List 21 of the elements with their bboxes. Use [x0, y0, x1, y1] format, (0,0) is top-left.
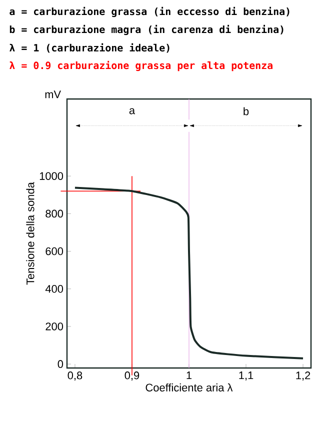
y-tick-label: 0	[58, 360, 64, 368]
x-tick-label: 1,1	[239, 372, 254, 380]
line-series	[74, 186, 304, 360]
x-tick-label: 0,9	[124, 372, 140, 381]
x-axis-title: Coefficiente aria λ	[146, 383, 233, 392]
x-tick-label: 0,8	[68, 372, 82, 381]
text: mV	[45, 90, 61, 98]
x-tick-label: 1	[186, 372, 192, 380]
band-label: a	[129, 108, 136, 114]
ref-line-label: λ = 0.9 carburazione grassa per alta potenza	[10, 60, 272, 72]
text: a = carburazione grassa (in eccesso di benzina)	[10, 6, 290, 18]
y-tick-label: 400	[45, 284, 64, 293]
x-tick-label: 1,2	[296, 372, 310, 381]
band-label: b	[244, 107, 249, 116]
y-tick-label: 200	[46, 322, 64, 330]
text: b = carburazione magra (in carenza di benzina)	[10, 24, 284, 36]
y-axis-title: Tensione della sonda	[26, 182, 34, 285]
y-tick-label: 800	[46, 210, 64, 218]
y-tick-label: 600	[46, 247, 64, 256]
text: λ = 1 (carburazione ideale)	[10, 43, 170, 53]
y-tick-label: 1000	[40, 172, 64, 180]
